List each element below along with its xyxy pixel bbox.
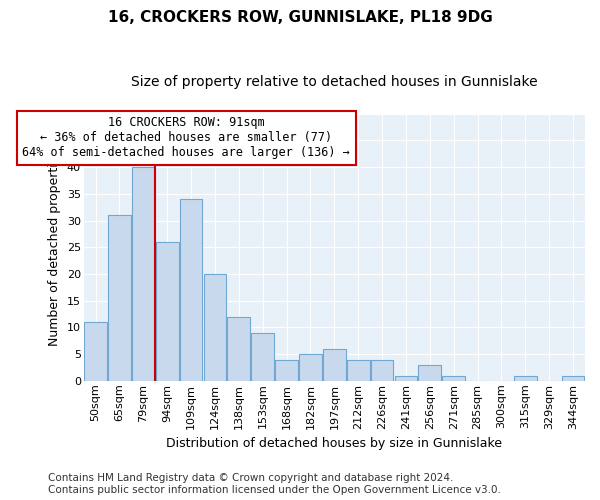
- Title: Size of property relative to detached houses in Gunnislake: Size of property relative to detached ho…: [131, 75, 538, 89]
- Bar: [371, 360, 394, 381]
- Bar: [299, 354, 322, 381]
- Bar: [84, 322, 107, 381]
- Bar: [275, 360, 298, 381]
- Bar: [347, 360, 370, 381]
- Y-axis label: Number of detached properties: Number of detached properties: [48, 149, 61, 346]
- Bar: [251, 333, 274, 381]
- Bar: [227, 317, 250, 381]
- Bar: [323, 349, 346, 381]
- Bar: [180, 200, 202, 381]
- Bar: [203, 274, 226, 381]
- Bar: [132, 167, 155, 381]
- Bar: [418, 365, 441, 381]
- Bar: [108, 216, 131, 381]
- Text: 16 CROCKERS ROW: 91sqm
← 36% of detached houses are smaller (77)
64% of semi-det: 16 CROCKERS ROW: 91sqm ← 36% of detached…: [22, 116, 350, 160]
- Bar: [442, 376, 465, 381]
- Bar: [156, 242, 179, 381]
- Text: Contains HM Land Registry data © Crown copyright and database right 2024.
Contai: Contains HM Land Registry data © Crown c…: [48, 474, 501, 495]
- Bar: [395, 376, 417, 381]
- Bar: [562, 376, 584, 381]
- Text: 16, CROCKERS ROW, GUNNISLAKE, PL18 9DG: 16, CROCKERS ROW, GUNNISLAKE, PL18 9DG: [107, 10, 493, 25]
- X-axis label: Distribution of detached houses by size in Gunnislake: Distribution of detached houses by size …: [166, 437, 502, 450]
- Bar: [514, 376, 536, 381]
